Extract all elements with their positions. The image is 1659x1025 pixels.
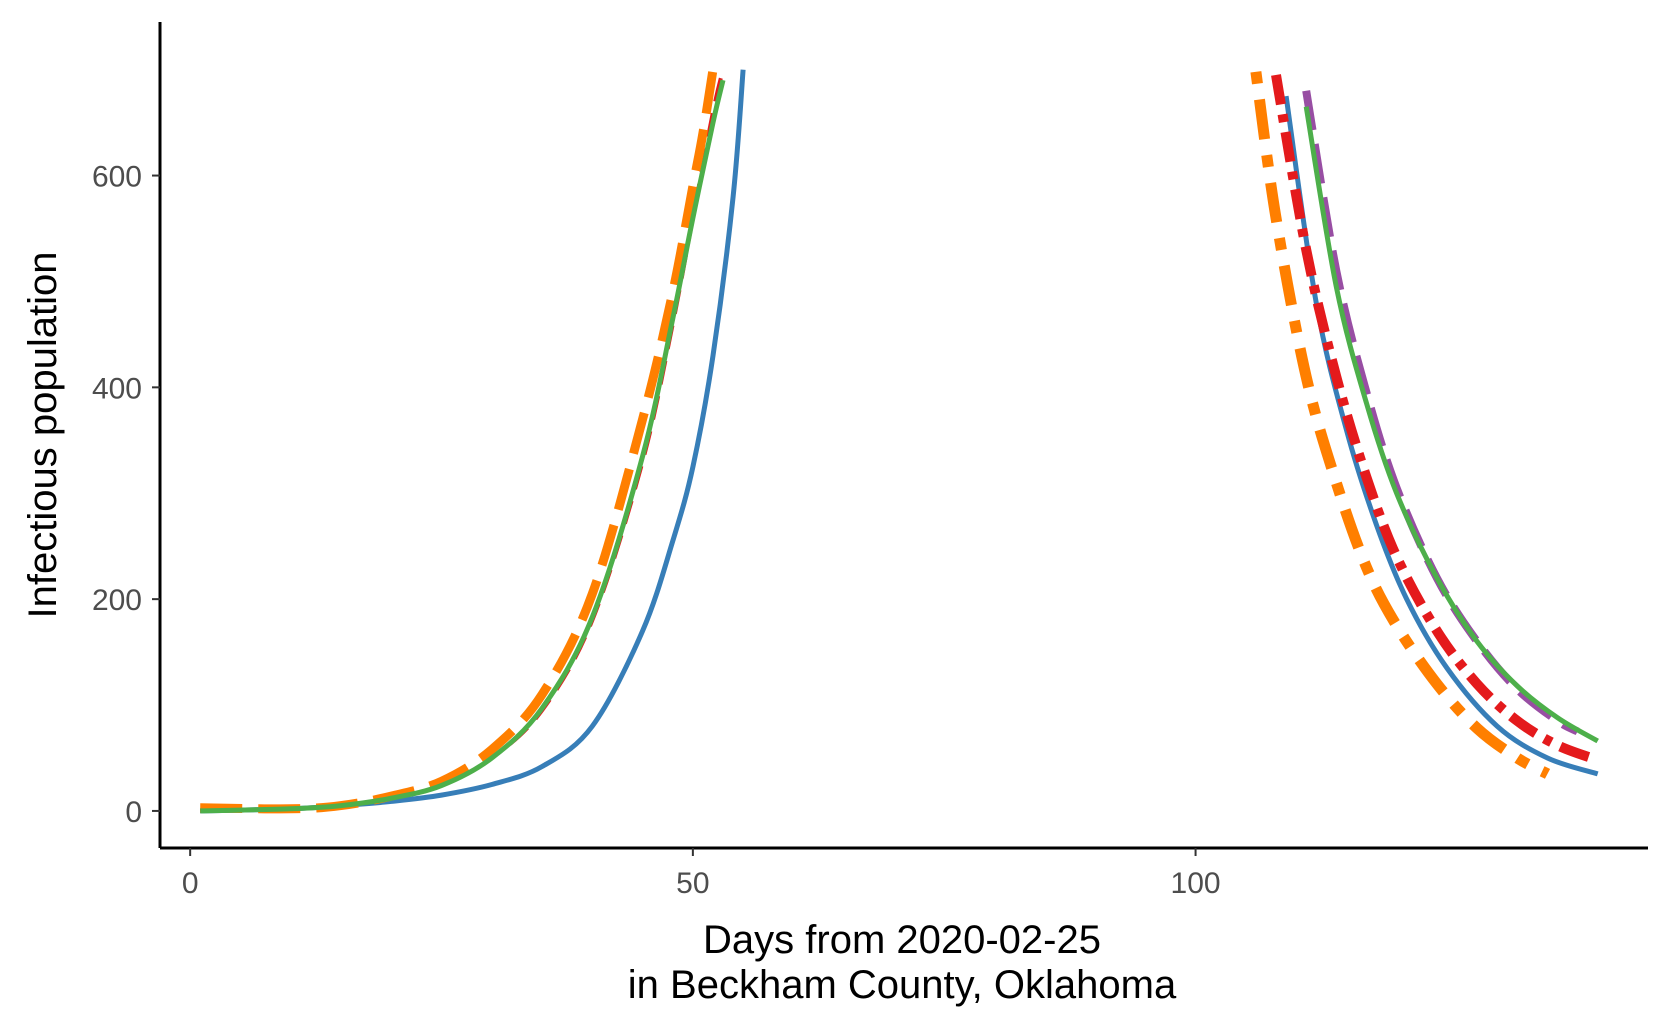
series-layer <box>200 68 1600 814</box>
y-tick-label: 200 <box>92 584 142 617</box>
x-tick-label: 50 <box>676 867 709 900</box>
series-line-3-segment-1 <box>1271 74 1600 765</box>
series-line-7-segment-2 <box>1303 106 1599 744</box>
y-axis-title: Infectious population <box>21 252 65 619</box>
series-line-1-segment-2 <box>1283 95 1599 777</box>
x-tick-label: 100 <box>1171 867 1221 900</box>
y-axis-ticks: 0 200 400 600 <box>92 161 160 829</box>
series-line-6-segment-1 <box>1250 71 1551 779</box>
series-line-7-segment-1 <box>200 79 726 814</box>
series-line-5-segment-1 <box>200 68 718 814</box>
x-axis-title-line-2: in Beckham County, Oklahoma <box>628 963 1177 1007</box>
x-tick-label: 0 <box>182 867 199 900</box>
series-line-1-segment-1 <box>200 69 746 814</box>
x-axis-ticks: 0 50 100 <box>182 848 1221 900</box>
y-tick-label: 400 <box>92 372 142 405</box>
x-axis-title-line-1: Days from 2020-02-25 <box>703 918 1101 962</box>
y-tick-label: 600 <box>92 161 142 194</box>
y-tick-label: 0 <box>125 796 142 829</box>
